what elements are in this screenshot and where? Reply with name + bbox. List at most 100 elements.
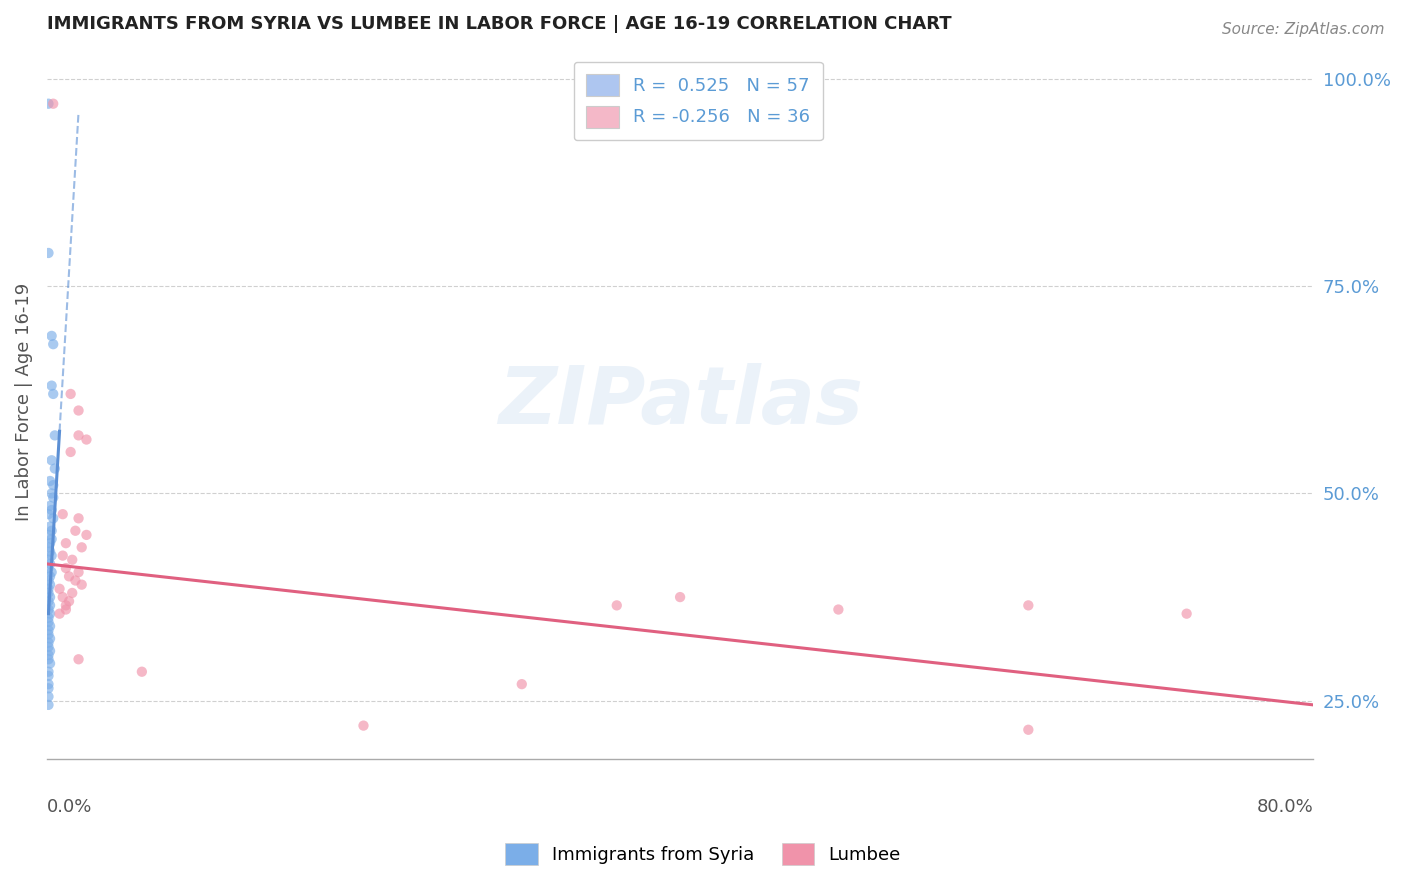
Legend: R =  0.525   N = 57, R = -0.256   N = 36: R = 0.525 N = 57, R = -0.256 N = 36 [574, 62, 823, 140]
Point [41, 453, 63, 467]
Point [37, 586, 59, 600]
Point [41, 565, 63, 579]
Point [67, 511, 90, 525]
Point [37, 640, 59, 654]
Point [52, 507, 75, 521]
Text: 0.0%: 0.0% [46, 798, 93, 816]
Point [37, 690, 59, 704]
Point [37, 627, 59, 641]
Point [37, 615, 59, 629]
Point [55, 561, 77, 575]
Point [42, 511, 65, 525]
Point [1017, 723, 1039, 737]
Point [39, 557, 62, 571]
Point [59, 445, 82, 459]
Point [37, 624, 59, 638]
Point [39, 657, 62, 671]
Point [37, 677, 59, 691]
Text: Source: ZipAtlas.com: Source: ZipAtlas.com [1222, 22, 1385, 37]
Point [67, 652, 90, 666]
Point [67, 428, 90, 442]
Point [41, 329, 63, 343]
Point [48, 607, 70, 621]
Point [44, 428, 66, 442]
Point [44, 461, 66, 475]
Point [39, 536, 62, 550]
Point [37, 561, 59, 575]
Point [37, 648, 59, 662]
Point [39, 632, 62, 646]
Point [1175, 607, 1198, 621]
Point [510, 677, 533, 691]
Point [55, 602, 77, 616]
Point [39, 577, 62, 591]
Point [37, 594, 59, 608]
Point [60, 553, 83, 567]
Point [42, 387, 65, 401]
Point [75, 433, 97, 447]
Point [606, 599, 628, 613]
Point [41, 549, 63, 563]
Point [41, 532, 63, 546]
Point [37, 507, 59, 521]
Y-axis label: In Labor Force | Age 16-19: In Labor Force | Age 16-19 [15, 283, 32, 521]
Point [60, 586, 83, 600]
Point [65, 574, 87, 588]
Point [70, 577, 93, 591]
Point [37, 669, 59, 683]
Point [39, 599, 62, 613]
Point [37, 96, 59, 111]
Point [37, 665, 59, 679]
Point [41, 524, 63, 538]
Point [42, 478, 65, 492]
Point [41, 503, 63, 517]
Point [41, 378, 63, 392]
Point [55, 599, 77, 613]
Legend: Immigrants from Syria, Lumbee: Immigrants from Syria, Lumbee [496, 834, 910, 874]
Point [48, 582, 70, 596]
Point [39, 519, 62, 533]
Point [37, 681, 59, 696]
Point [58, 569, 80, 583]
Point [41, 486, 63, 500]
Text: IMMIGRANTS FROM SYRIA VS LUMBEE IN LABOR FORCE | AGE 16-19 CORRELATION CHART: IMMIGRANTS FROM SYRIA VS LUMBEE IN LABOR… [46, 15, 952, 33]
Point [39, 607, 62, 621]
Point [37, 602, 59, 616]
Point [37, 698, 59, 712]
Point [39, 474, 62, 488]
Point [52, 549, 75, 563]
Point [1017, 599, 1039, 613]
Point [37, 541, 59, 555]
Point [39, 619, 62, 633]
Point [37, 528, 59, 542]
Point [42, 337, 65, 351]
Point [65, 524, 87, 538]
Point [39, 590, 62, 604]
Text: 80.0%: 80.0% [1257, 798, 1313, 816]
Point [67, 403, 90, 417]
Point [70, 541, 93, 555]
Point [37, 574, 59, 588]
Point [39, 544, 62, 558]
Point [59, 387, 82, 401]
Point [52, 590, 75, 604]
Point [37, 636, 59, 650]
Point [55, 536, 77, 550]
Point [39, 499, 62, 513]
Point [39, 644, 62, 658]
Point [42, 96, 65, 111]
Point [37, 611, 59, 625]
Point [669, 590, 692, 604]
Point [37, 553, 59, 567]
Point [131, 665, 153, 679]
Point [37, 582, 59, 596]
Point [75, 528, 97, 542]
Point [58, 594, 80, 608]
Point [37, 652, 59, 666]
Point [353, 718, 375, 732]
Point [67, 565, 90, 579]
Point [42, 491, 65, 505]
Text: ZIPatlas: ZIPatlas [498, 363, 863, 442]
Point [39, 569, 62, 583]
Point [827, 602, 849, 616]
